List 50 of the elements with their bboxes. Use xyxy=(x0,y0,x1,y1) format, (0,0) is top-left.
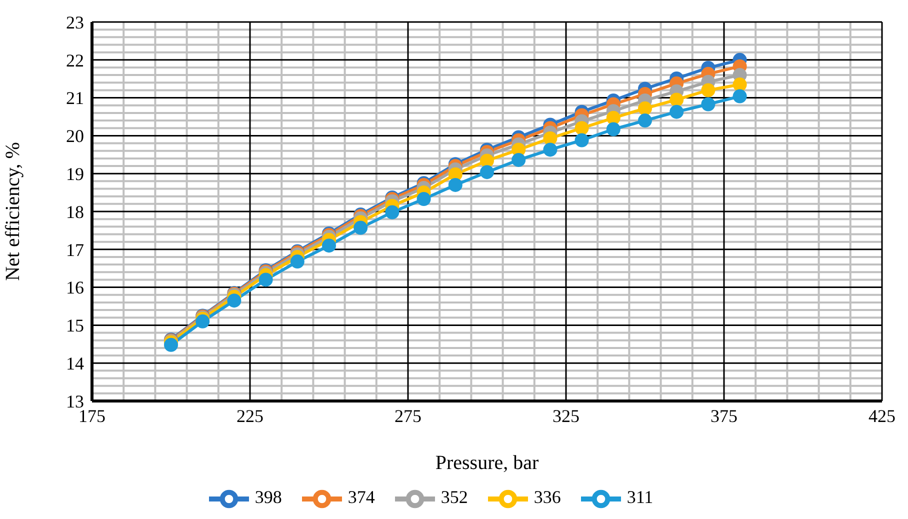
point xyxy=(258,272,273,287)
y-axis-title: Net efficiency, % xyxy=(2,142,24,281)
point xyxy=(638,114,652,128)
point xyxy=(670,92,684,107)
point xyxy=(701,97,716,112)
point xyxy=(732,78,747,92)
x-tick-label: 225 xyxy=(236,406,264,426)
x-tick-label: 325 xyxy=(552,406,580,426)
point xyxy=(701,83,716,98)
point xyxy=(480,154,494,168)
legend-label: 398 xyxy=(254,487,282,508)
point xyxy=(322,238,336,253)
point xyxy=(164,338,178,352)
point xyxy=(543,142,558,157)
y-tick-label: 21 xyxy=(66,88,84,108)
point xyxy=(227,294,242,308)
point xyxy=(574,133,589,148)
legend-label: 352 xyxy=(440,487,468,508)
point xyxy=(574,121,589,136)
y-tick-label: 23 xyxy=(66,12,84,32)
y-tick-label: 14 xyxy=(66,353,84,374)
point xyxy=(606,110,620,125)
point xyxy=(385,205,400,220)
y-tick-label: 19 xyxy=(66,164,84,184)
y-tick-label: 15 xyxy=(66,316,84,336)
point xyxy=(290,254,304,269)
y-tick-label: 16 xyxy=(66,278,84,298)
point xyxy=(732,89,747,104)
x-tick-label: 375 xyxy=(710,406,738,426)
legend-label: 311 xyxy=(626,487,654,508)
legend-label: 336 xyxy=(534,487,561,508)
point xyxy=(416,192,431,206)
point xyxy=(512,152,526,167)
y-tick-label: 22 xyxy=(66,50,84,70)
point xyxy=(196,314,210,328)
x-tick-label: 275 xyxy=(394,406,422,426)
point xyxy=(448,178,462,192)
y-tick-label: 18 xyxy=(66,202,84,222)
point xyxy=(543,131,558,146)
legend-label: 374 xyxy=(348,487,375,508)
x-tick-label: 425 xyxy=(868,406,896,426)
y-tick-label: 13 xyxy=(66,391,84,412)
x-axis-title: Pressure, bar xyxy=(435,452,539,474)
point xyxy=(606,122,620,136)
y-tick-label: 20 xyxy=(66,126,84,146)
point xyxy=(638,101,652,116)
point xyxy=(354,220,368,235)
point xyxy=(480,165,494,180)
point xyxy=(670,104,684,119)
y-tick-label: 17 xyxy=(66,240,84,260)
